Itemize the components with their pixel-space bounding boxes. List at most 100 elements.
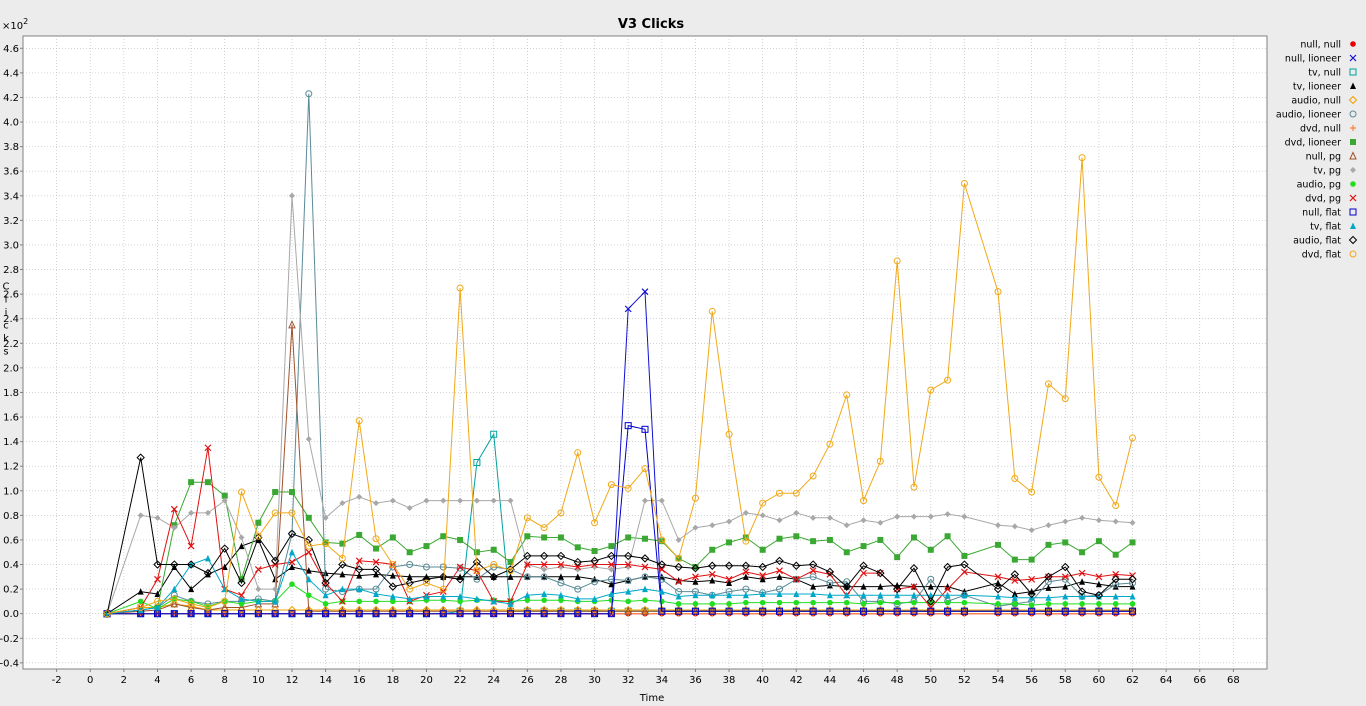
y-tick-label: 3.2 xyxy=(3,216,19,227)
data-point xyxy=(792,575,800,583)
data-point xyxy=(1079,514,1086,521)
data-point xyxy=(389,592,396,600)
data-point xyxy=(188,598,194,605)
data-point xyxy=(743,599,749,606)
data-point xyxy=(490,610,498,618)
data-point xyxy=(1010,570,1020,579)
legend-marker xyxy=(1349,151,1357,160)
data-point xyxy=(809,472,817,480)
legend-marker xyxy=(1350,181,1356,187)
data-point xyxy=(708,561,717,570)
data-point xyxy=(641,288,649,296)
data-point xyxy=(1044,607,1052,615)
data-point xyxy=(473,497,480,504)
data-point xyxy=(960,560,969,569)
data-point xyxy=(909,564,919,573)
data-point xyxy=(220,544,229,553)
data-point xyxy=(759,575,766,583)
data-point xyxy=(759,590,766,598)
data-point xyxy=(675,554,683,562)
data-point xyxy=(271,610,279,618)
data-point xyxy=(557,591,564,599)
data-point xyxy=(574,563,582,571)
data-point xyxy=(103,610,111,618)
grid xyxy=(23,36,1267,669)
data-point xyxy=(204,604,212,612)
data-point xyxy=(270,556,280,566)
data-point xyxy=(624,577,632,585)
data-point xyxy=(187,600,195,608)
y-tick-label: 2.2 xyxy=(3,339,19,350)
data-point xyxy=(221,563,228,570)
series-line xyxy=(106,539,1133,615)
data-point xyxy=(524,597,531,603)
data-point xyxy=(625,534,632,541)
data-point xyxy=(995,592,1002,600)
data-point xyxy=(591,578,599,586)
y-tick-label: 0.8 xyxy=(3,511,19,522)
data-point xyxy=(927,386,935,394)
y-tick-label: 0.6 xyxy=(3,535,19,546)
data-point xyxy=(1129,539,1136,546)
data-point xyxy=(623,551,633,561)
data-point xyxy=(254,610,262,618)
series-line xyxy=(107,551,1133,615)
y-tick-label: 0.2 xyxy=(3,585,19,596)
data-point xyxy=(624,422,632,430)
y-axis-label-letter: C xyxy=(3,282,10,293)
data-point xyxy=(994,607,1002,615)
data-point xyxy=(490,430,498,438)
data-point xyxy=(187,610,195,618)
data-point xyxy=(591,548,598,555)
data-point xyxy=(456,610,464,618)
x-tick-label: 18 xyxy=(386,675,399,686)
legend-entry-label: null, null xyxy=(1300,40,1341,51)
legend-entry-label: audio, null xyxy=(1291,96,1341,107)
data-point xyxy=(574,449,582,457)
data-point xyxy=(894,591,901,599)
data-point xyxy=(742,568,750,576)
data-point xyxy=(642,597,648,603)
data-point xyxy=(473,567,481,575)
data-point xyxy=(489,572,498,582)
data-point xyxy=(910,513,917,520)
data-point xyxy=(994,288,1002,296)
data-point xyxy=(810,590,817,598)
y-tick-label: 1.2 xyxy=(3,462,19,473)
data-point xyxy=(356,585,363,593)
data-point xyxy=(608,597,615,603)
x-tick-label: 54 xyxy=(992,675,1005,686)
data-point xyxy=(356,598,363,605)
legend-marker xyxy=(1350,41,1356,47)
data-point xyxy=(238,610,246,618)
data-point xyxy=(759,512,766,519)
data-point xyxy=(674,562,683,572)
data-point xyxy=(810,583,817,590)
data-point xyxy=(1062,601,1069,607)
data-point xyxy=(843,591,850,599)
data-point xyxy=(557,561,565,568)
data-point xyxy=(423,592,430,600)
legend-entry-label: dvd, flat xyxy=(1302,250,1342,261)
y-tick-label: 2.0 xyxy=(3,363,19,374)
data-point xyxy=(1062,539,1069,546)
data-point xyxy=(170,610,178,618)
data-point xyxy=(625,598,631,605)
data-point xyxy=(389,561,397,569)
data-point xyxy=(288,509,296,517)
data-point xyxy=(204,444,212,452)
data-point xyxy=(927,513,934,520)
data-point xyxy=(272,597,279,605)
data-point xyxy=(742,534,749,541)
data-point xyxy=(675,536,682,543)
data-point xyxy=(137,598,144,605)
data-point xyxy=(658,566,666,573)
data-point xyxy=(860,583,867,590)
data-point xyxy=(607,551,616,561)
data-point xyxy=(153,560,162,569)
data-point xyxy=(355,557,363,565)
data-point xyxy=(1129,601,1136,607)
data-point xyxy=(995,579,1002,586)
data-point xyxy=(524,533,531,540)
